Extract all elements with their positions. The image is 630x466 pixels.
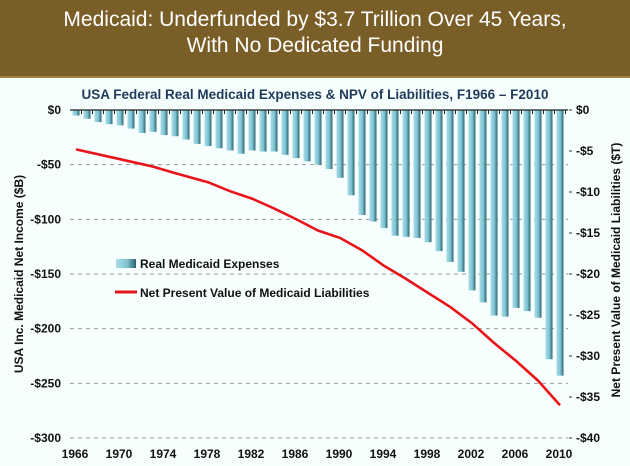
y2-tick-label: -$40 [576, 431, 600, 445]
bar-2003 [479, 110, 487, 303]
x-tick-label: 1966 [62, 447, 89, 461]
x-tick-label: 1974 [150, 447, 177, 461]
legend-label-line: Net Present Value of Medicaid Liabilitie… [140, 286, 370, 300]
y2-tick-label: -$5 [576, 144, 594, 158]
y2-tick-label: -$30 [576, 349, 600, 363]
bar-1978 [204, 110, 212, 147]
bar-1996 [402, 110, 410, 237]
x-tick-label: 1998 [414, 447, 441, 461]
legend-swatch-bars [116, 259, 136, 268]
bar-1984 [270, 110, 278, 152]
bar-1993 [369, 110, 377, 222]
y-tick-label: -$150 [30, 267, 61, 281]
bar-1977 [193, 110, 201, 144]
bar-1980 [226, 110, 234, 151]
bar-1975 [171, 110, 179, 137]
bar-1971 [127, 110, 135, 129]
y2-tick-label: $0 [576, 103, 590, 117]
bar-1985 [281, 110, 289, 155]
bar-series [72, 110, 564, 376]
y2-axis-label: Net Present Value of Medicaid Liabilitie… [609, 143, 623, 398]
bar-1998 [424, 110, 432, 243]
y-tick-label: -$200 [30, 322, 61, 336]
bar-1986 [292, 110, 300, 159]
bar-1969 [105, 110, 113, 125]
bar-1966 [72, 110, 80, 116]
y2-tick-label: -$20 [576, 267, 600, 281]
x-tick-label: 1986 [282, 447, 309, 461]
x-axis-ticks: 1966 1970 1974 1978 1982 1986 1990 1994 1998 2002… [62, 447, 573, 461]
y-tick-label: -$50 [37, 158, 61, 172]
y-axis-label: USA Inc. Medicaid Net Income ($B) [12, 175, 26, 373]
chart-title: USA Federal Real Medicaid Expenses & NPV… [81, 87, 549, 102]
y-tick-label: -$100 [30, 212, 61, 226]
x-tick-label: 1982 [238, 447, 265, 461]
bar-1988 [314, 110, 322, 165]
bar-1967 [83, 110, 91, 119]
bar-1970 [116, 110, 124, 126]
y2-tick-label: -$10 [576, 185, 600, 199]
x-tick-label: 2010 [546, 447, 573, 461]
bar-1989 [325, 110, 333, 170]
bar-2004 [490, 110, 498, 316]
bar-1995 [391, 110, 399, 236]
bar-1994 [380, 110, 388, 229]
bar-2006 [512, 110, 520, 308]
bar-2009 [545, 110, 553, 360]
x-tick-marks [81, 110, 566, 114]
bar-2000 [446, 110, 454, 262]
bar-1968 [94, 110, 102, 123]
banner-title: Medicaid: Underfunded by $3.7 Trillion O… [0, 7, 630, 59]
banner-title-line-1: Medicaid: Underfunded by $3.7 Trillion O… [63, 8, 567, 31]
legend-label-bars: Real Medicaid Expenses [140, 257, 280, 271]
y2-tick-label: -$35 [576, 390, 600, 404]
y-tick-label: $0 [48, 103, 62, 117]
bar-1990 [336, 110, 344, 178]
bar-1973 [149, 110, 157, 132]
bar-1997 [413, 110, 421, 238]
bar-1981 [237, 110, 245, 154]
bar-1976 [182, 110, 190, 140]
left-axis-ticks: $0 -$50 -$100 -$150 -$200 -$250 -$300 [30, 103, 61, 445]
y-tick-label: -$250 [30, 376, 61, 390]
legend: Real Medicaid Expenses Net Present Value… [115, 257, 370, 300]
y-tick-label: -$300 [30, 431, 61, 445]
bar-1992 [358, 110, 366, 215]
bar-2002 [468, 110, 476, 291]
bar-1987 [303, 110, 311, 162]
bar-2005 [501, 110, 509, 317]
title-banner: Medicaid: Underfunded by $3.7 Trillion O… [0, 0, 630, 78]
bar-1979 [215, 110, 223, 149]
y2-tick-label: -$25 [576, 308, 600, 322]
bar-2010 [556, 110, 564, 376]
banner-title-line-2: With No Dedicated Funding [186, 34, 444, 57]
bar-1982 [248, 110, 256, 151]
bar-1991 [347, 110, 355, 196]
x-tick-label: 1970 [106, 447, 133, 461]
bar-1983 [259, 110, 267, 152]
x-tick-label: 1990 [326, 447, 353, 461]
bar-1999 [435, 110, 443, 252]
npv-line [75, 148, 561, 407]
bar-2001 [457, 110, 465, 272]
bar-1974 [160, 110, 168, 136]
bar-2008 [534, 110, 542, 318]
x-tick-label: 1978 [194, 447, 221, 461]
right-axis-ticks: $0 -$5 -$10 -$15 -$20 -$25 -$30 -$35 -$40 [569, 103, 600, 445]
x-tick-label: 1994 [370, 447, 397, 461]
x-tick-label: 2002 [458, 447, 485, 461]
x-tick-label: 2006 [502, 447, 529, 461]
y2-tick-label: -$15 [576, 226, 600, 240]
bar-2007 [523, 110, 531, 312]
bar-1972 [138, 110, 146, 133]
